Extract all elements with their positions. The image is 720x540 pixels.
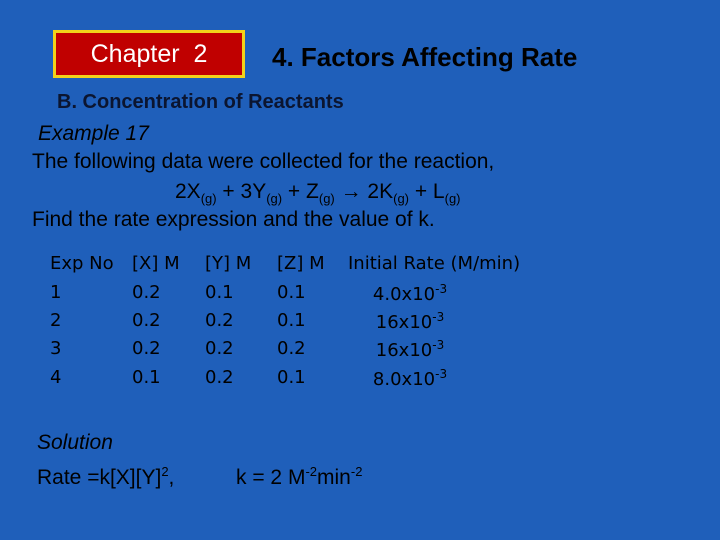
equation-state: (g) [200, 191, 217, 207]
rate-value: 4.0x10 [372, 284, 436, 305]
k-value: k = 2 M-2min-2 [236, 464, 362, 490]
table-header: [Y] M [205, 253, 252, 274]
table-cell: 0.1 [277, 367, 306, 388]
table-header: [Z] M [277, 253, 325, 274]
table-cell: 0.2 [205, 310, 234, 331]
equation-state: (g) [393, 191, 409, 207]
example-label: Example 17 [38, 122, 149, 145]
k-text: k = 2 M [236, 466, 306, 489]
k-unit-exponent: -2 [350, 464, 363, 479]
rate-text: Rate =k[X][Y] [37, 466, 162, 489]
rate-value: 8.0x10 [372, 369, 436, 390]
slide-title: 4. Factors Affecting Rate [272, 42, 578, 72]
k-exponent: -2 [305, 464, 318, 479]
rate-expression: Rate =k[X][Y]2, [37, 464, 174, 490]
rate-cell: 16x10-3 [348, 310, 472, 333]
chapter-badge: Chapter 2 [53, 30, 245, 78]
table-cell: 0.2 [132, 338, 161, 359]
table-cell: 0.1 [277, 310, 306, 331]
rate-cell: 8.0x10-3 [348, 367, 472, 390]
equation-state: (g) [266, 191, 283, 207]
rate-tail: , [168, 466, 175, 489]
solution-label: Solution [37, 431, 113, 454]
table-header: Initial Rate (M/min) [348, 253, 521, 274]
table-cell: 0.2 [205, 338, 234, 359]
rate-cell: 4.0x10-3 [348, 282, 472, 305]
table-cell: 2 [50, 310, 62, 331]
table-cell: 0.1 [277, 282, 306, 303]
intro-text: The following data were collected for th… [32, 150, 495, 173]
equation-term: + 3Y [216, 180, 267, 203]
equation-term: → 2K [334, 180, 394, 203]
equation-term: + Z [282, 180, 319, 203]
table-header: Exp No [50, 253, 114, 274]
rate-exponent: -3 [432, 338, 445, 352]
table-cell: 0.2 [205, 367, 234, 388]
table-cell: 0.2 [132, 282, 161, 303]
table-cell: 0.2 [277, 338, 306, 359]
section-heading: B. Concentration of Reactants [57, 91, 344, 113]
rate-exponent: -3 [432, 310, 445, 324]
table-header: [X] M [132, 253, 180, 274]
equation-state: (g) [444, 191, 461, 207]
table-cell: 1 [50, 282, 62, 303]
equation-state: (g) [318, 191, 335, 207]
equation-term: 2X [175, 180, 201, 203]
question-text: Find the rate expression and the value o… [32, 208, 435, 231]
table-cell: 3 [50, 338, 62, 359]
rate-cell: 16x10-3 [348, 338, 472, 361]
table-cell: 4 [50, 367, 62, 388]
table-cell: 0.1 [205, 282, 234, 303]
equation: 2X(g) + 3Y(g) + Z(g) → 2K(g) + L(g) [175, 180, 461, 206]
table-cell: 0.2 [132, 310, 161, 331]
table-cell: 0.1 [132, 367, 161, 388]
rate-exponent: -3 [435, 367, 448, 381]
rate-value: 16x10 [375, 312, 433, 333]
rate-exponent: -3 [435, 282, 448, 296]
rate-value: 16x10 [375, 340, 433, 361]
equation-term: + L [409, 180, 445, 203]
rate-exponent: 2 [161, 464, 169, 479]
k-unit: min [317, 466, 351, 489]
